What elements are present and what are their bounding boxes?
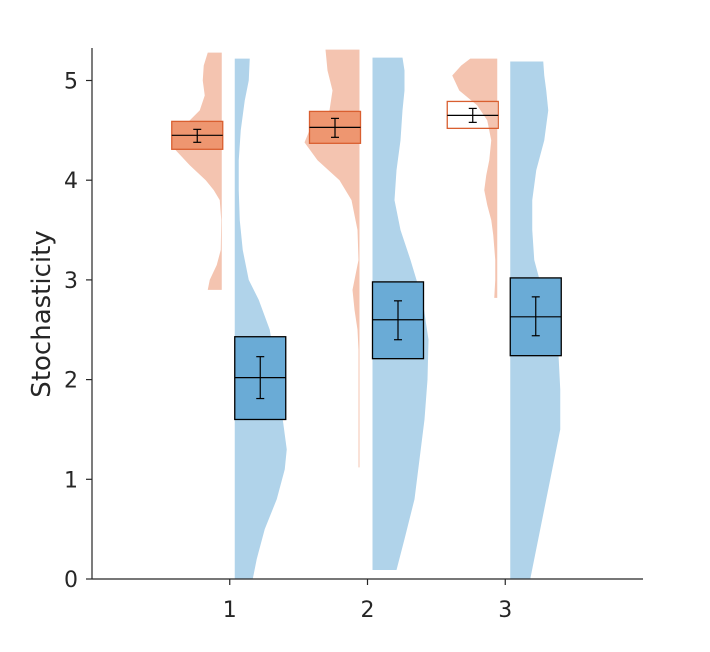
y-tick-label-2: 2 [64,369,78,394]
orange-density-cloud-1 [171,52,222,290]
x-tick-label-2: 2 [361,598,375,623]
y-tick-label-1: 1 [64,468,78,493]
x-ticks: 1 2 3 [223,579,512,623]
y-tick-label-3: 3 [64,269,78,294]
y-tick-label-4: 4 [64,169,78,194]
y-tick-label-5: 5 [64,70,78,95]
orange-density-cloud-3 [452,58,498,298]
box-plots [171,100,562,421]
orange-density-cloud-2 [304,49,360,468]
density-clouds [171,49,561,580]
blue-density-cloud-1 [234,58,287,580]
y-ticks: 0 1 2 3 4 5 [64,70,92,593]
y-axis-title: Stochasticity [27,230,57,397]
x-tick-label-3: 3 [498,598,512,623]
y-tick-label-0: 0 [64,568,78,593]
x-tick-label-1: 1 [223,598,237,623]
